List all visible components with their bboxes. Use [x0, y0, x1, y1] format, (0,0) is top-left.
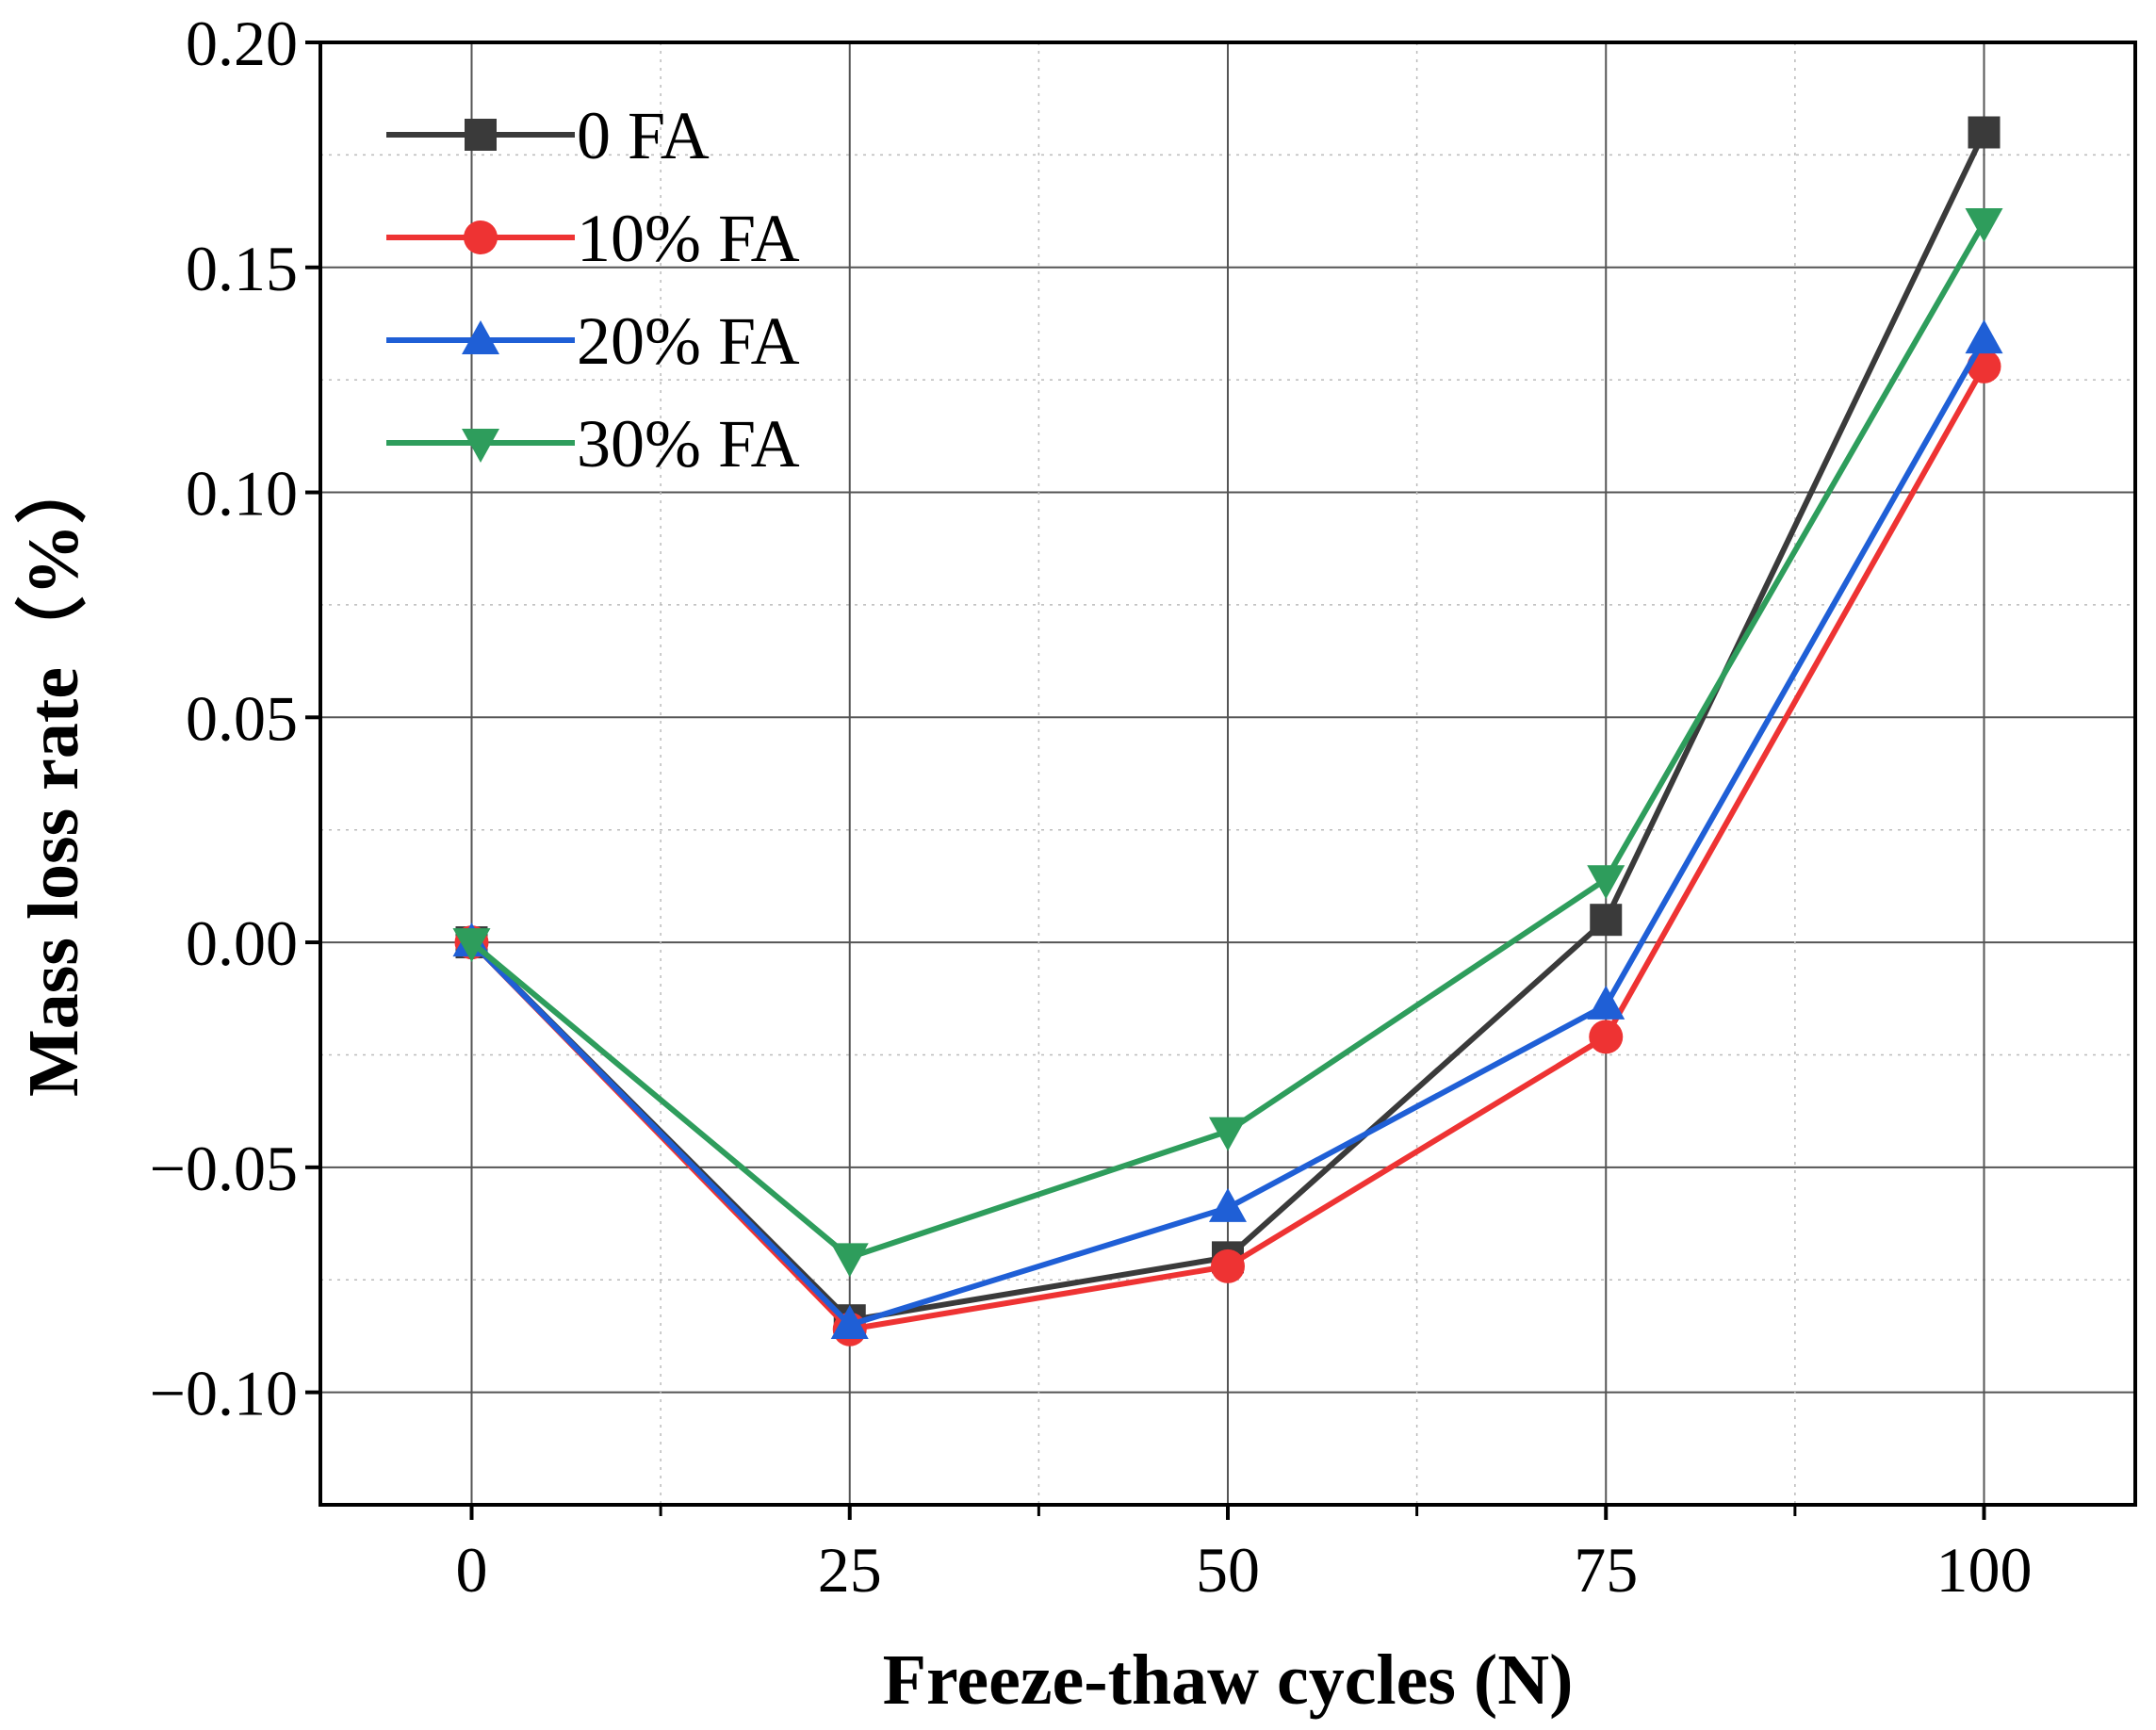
x-axis-title: Freeze-thaw cycles (N) [883, 1640, 1574, 1720]
x-tick-label: 100 [1936, 1534, 2033, 1606]
data-point [830, 1304, 869, 1339]
legend-label: 10% FA [577, 201, 800, 276]
y-tick-label: 0.00 [186, 907, 298, 979]
x-tick-label: 75 [1574, 1534, 1638, 1606]
legend-item: 20% FA [386, 303, 800, 379]
legend-item: 10% FA [386, 201, 800, 276]
data-point [1587, 985, 1625, 1020]
data-point [1587, 865, 1625, 900]
y-tick-label: 0.20 [186, 8, 298, 79]
legend-marker [464, 220, 498, 254]
x-tick-labels: 0 25 50 75 100 [456, 1534, 2033, 1606]
y-tick-label: 0.05 [186, 682, 298, 754]
y-tick-labels: 0.20 0.15 0.10 0.05 0.00 −0.05 −0.10 [150, 8, 298, 1429]
data-point [1589, 1020, 1624, 1054]
legend-item: 30% FA [386, 406, 800, 481]
y-tick-label: 0.10 [186, 458, 298, 530]
series-layer [452, 116, 2003, 1346]
y-tick-label: −0.10 [150, 1358, 298, 1429]
data-point [1209, 1117, 1247, 1151]
data-point [1965, 208, 2003, 243]
x-tick-label: 25 [818, 1534, 882, 1606]
data-point [830, 1243, 869, 1278]
data-point [1209, 1187, 1247, 1222]
data-point [1211, 1249, 1245, 1283]
data-point [1967, 349, 2001, 384]
legend-label: 20% FA [577, 303, 800, 379]
data-point [1968, 116, 2001, 149]
legend-label: 30% FA [577, 406, 800, 481]
x-tick-label: 0 [456, 1534, 488, 1606]
data-point [452, 928, 491, 963]
data-point [1965, 319, 2003, 354]
y-tick-label: −0.05 [150, 1133, 298, 1204]
y-tick-label: 0.15 [186, 233, 298, 304]
legend-marker [462, 320, 499, 354]
series-3 [452, 208, 2003, 1278]
y-axis-title: Mass loss rate（%） [14, 452, 93, 1097]
axis-ticks [305, 41, 1986, 1520]
x-tick-label: 50 [1196, 1534, 1260, 1606]
legend-label: 0 FA [577, 98, 710, 173]
legend-marker [465, 119, 497, 151]
data-point [1590, 904, 1623, 937]
legend-item: 0 FA [386, 98, 710, 173]
legend: 0 FA 10% FA 20% FA 30% FA [386, 98, 800, 481]
legend-marker [462, 429, 499, 463]
